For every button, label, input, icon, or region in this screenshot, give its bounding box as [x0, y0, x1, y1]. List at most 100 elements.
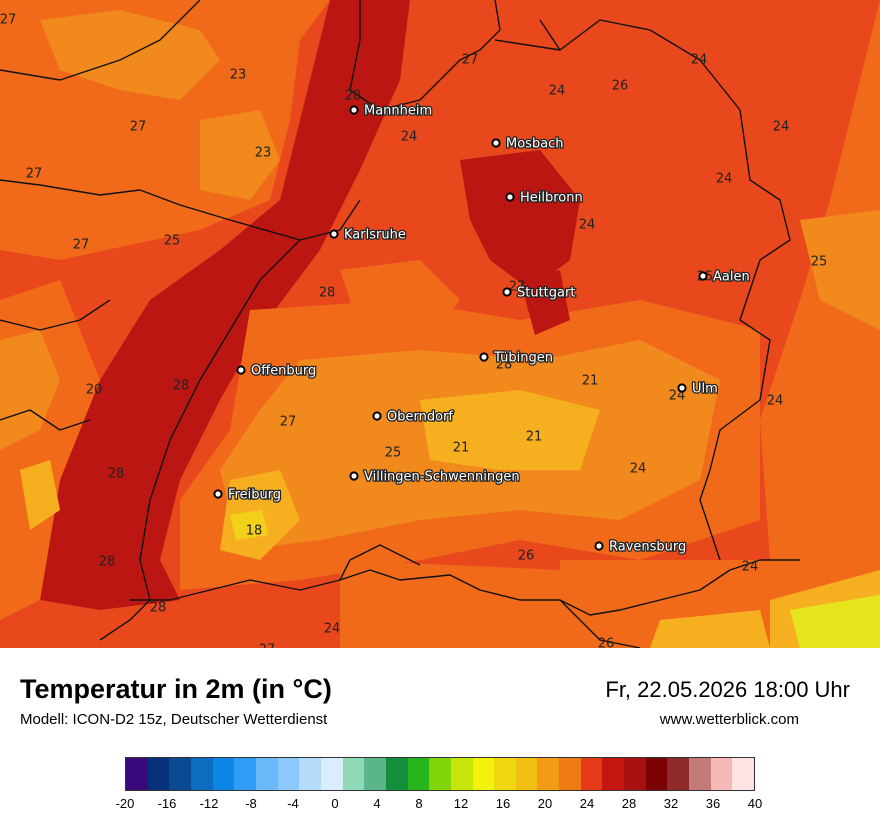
- temperature-value: 24: [773, 120, 790, 135]
- colorbar-tick: -16: [157, 796, 177, 811]
- temperature-values: 27 23 28 27 24 26 24 27 23 24 27 24 24 27 25 24 25 27 28 25…: [0, 13, 827, 649]
- city-marker: [677, 383, 687, 393]
- temperature-value: 26: [598, 637, 615, 649]
- city-label: Mannheim: [364, 104, 432, 119]
- city-oberndorf[interactable]: Oberndorf: [372, 408, 455, 426]
- temperature-value: 27: [0, 13, 16, 28]
- colorbar-tick: 36: [705, 796, 721, 811]
- temperature-colorbar: [125, 757, 755, 791]
- city-ulm[interactable]: Ulm: [677, 380, 719, 398]
- border-line: [439, 0, 501, 81]
- colorbar-tick: -12: [199, 796, 219, 811]
- colorbar-tick: 24: [579, 796, 595, 811]
- temp-zone-hot: [520, 270, 570, 335]
- temperature-value: 28: [150, 601, 167, 616]
- temp-zone-cool: [420, 390, 600, 470]
- city-ravensburg[interactable]: Ravensburg: [594, 538, 688, 556]
- temperature-value: 21: [582, 374, 599, 389]
- colorbar-tick: 20: [537, 796, 553, 811]
- colorbar-tick: 32: [663, 796, 679, 811]
- colorbar-tick: -8: [245, 796, 257, 811]
- colorbar-swatch: [234, 758, 256, 790]
- border-line: [494, 19, 791, 561]
- colorbar-swatch: [255, 758, 278, 790]
- temperature-field: [0, 0, 880, 648]
- city-tübingen[interactable]: Tübingen: [479, 349, 554, 367]
- colorbar-tick: 0: [331, 796, 339, 811]
- temp-zone-mild: [800, 210, 880, 330]
- temperature-value: 21: [453, 441, 470, 456]
- colorbar-swatch: [494, 758, 516, 790]
- colorbar-tick: -4: [287, 796, 299, 811]
- colorbar-ticks: -20 -16 -12 -8 -4 0 4 8 12 16 20 24 28 32 36 40: [116, 796, 763, 816]
- temperature-value: 26: [518, 549, 535, 564]
- city-heilbronn[interactable]: Heilbronn: [505, 189, 584, 207]
- temperature-value: 28: [345, 89, 362, 104]
- border-line: [0, 409, 91, 431]
- city-stuttgart[interactable]: Stuttgart: [502, 284, 577, 302]
- temperature-value: 27: [280, 415, 297, 430]
- colorbar-swatch: [645, 758, 668, 790]
- temperature-value: 27: [130, 120, 147, 135]
- colorbar-swatch: [537, 758, 560, 790]
- border-line: [99, 239, 301, 641]
- city-mosbach[interactable]: Mosbach: [491, 135, 565, 153]
- temperature-value: 28: [108, 467, 125, 482]
- colorbar-swatch: [126, 758, 148, 790]
- city-mannheim[interactable]: Mannheim: [349, 102, 433, 120]
- temperature-value: 28: [99, 555, 116, 570]
- colorbar-swatch: [515, 758, 538, 790]
- city-aalen[interactable]: Aalen: [698, 268, 751, 286]
- temp-zone-warm: [340, 560, 560, 648]
- website-link[interactable]: www.wetterblick.com: [659, 711, 799, 728]
- city-marker: [698, 271, 708, 281]
- border-line: [559, 599, 641, 648]
- city-offenburg[interactable]: Offenburg: [236, 362, 318, 380]
- temp-zone-yellow: [790, 595, 880, 648]
- border-line: [539, 19, 561, 51]
- colorbar-swatch: [732, 758, 755, 790]
- city-freiburg[interactable]: Freiburg: [213, 486, 282, 504]
- temperature-value: 24: [401, 130, 418, 145]
- colorbar-swatch: [624, 758, 646, 790]
- colorbar-tick: 8: [415, 796, 423, 811]
- colorbar-swatch: [559, 758, 581, 790]
- colorbar-tick: 40: [747, 796, 763, 811]
- temp-zone-hot: [40, 0, 410, 610]
- temp-zone-mild: [200, 110, 280, 200]
- temperature-value: 25: [164, 234, 181, 249]
- city-marker: [213, 489, 223, 499]
- city-label: Oberndorf: [387, 410, 453, 425]
- temperature-value: 28: [496, 358, 513, 373]
- city-marker: [491, 138, 501, 148]
- city-marker: [372, 411, 382, 421]
- border-line: [349, 0, 441, 111]
- colorbar-swatch: [429, 758, 451, 790]
- colorbar-tick: 28: [621, 796, 637, 811]
- colorbar-swatch: [364, 758, 386, 790]
- city-marker: [479, 352, 489, 362]
- city-marker: [505, 192, 515, 202]
- temperature-value: 24: [691, 53, 708, 68]
- temp-zone-cool: [20, 460, 60, 530]
- colorbar-swatch: [667, 758, 690, 790]
- colorbar-swatch: [385, 758, 408, 790]
- city-label: Mosbach: [506, 137, 564, 152]
- city-karlsruhe[interactable]: Karlsruhe: [329, 226, 407, 244]
- city-label: Offenburg: [251, 364, 316, 379]
- temperature-value: 21: [526, 430, 543, 445]
- colorbar-swatch: [169, 758, 191, 790]
- colorbar-swatch: [407, 758, 430, 790]
- colorbar-swatch: [602, 758, 625, 790]
- city-villingen-schwenningen[interactable]: Villingen-Schwenningen: [349, 468, 521, 486]
- city-marker: [329, 229, 339, 239]
- city-label: Ravensburg: [609, 540, 686, 555]
- city-label: Tübingen: [493, 351, 553, 366]
- info-panel: Temperatur in 2m (in °C) Modell: ICON-D2…: [0, 648, 880, 830]
- temperature-value: 20: [86, 383, 103, 398]
- border-line: [339, 544, 421, 581]
- colorbar-tick: 12: [453, 796, 469, 811]
- temperature-value: 24: [742, 560, 759, 575]
- temp-zone-cold: [230, 510, 268, 540]
- colorbar-swatch: [212, 758, 235, 790]
